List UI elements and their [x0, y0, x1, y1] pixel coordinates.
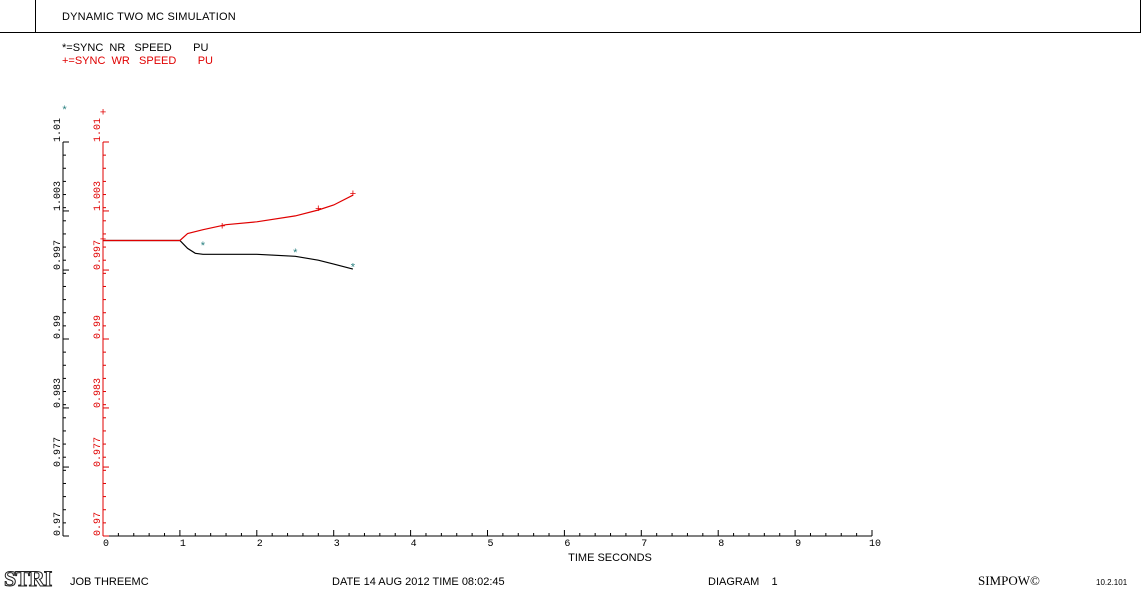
- x-axis-label: TIME SECONDS: [568, 552, 652, 564]
- series-marker-2: +: [350, 189, 357, 201]
- y-tick-label-left: 1.01: [53, 118, 64, 142]
- x-tick-label: 0: [103, 539, 109, 550]
- footer-date: DATE 14 AUG 2012 TIME 08:02:45: [332, 576, 505, 588]
- x-tick-label: 8: [718, 539, 724, 550]
- y-tick-label-right: 0.97: [93, 512, 104, 536]
- x-tick-label: 10: [869, 539, 881, 550]
- footer-product: SIMPOW©: [978, 573, 1040, 588]
- x-tick-label: 9: [795, 539, 801, 550]
- y-tick-label-left: 0.983: [53, 378, 64, 408]
- series-marker-2: +: [100, 107, 107, 119]
- y-tick-label-right: 0.977: [93, 437, 104, 467]
- chart-markers: * * * * + + + + +: [61, 105, 356, 275]
- footer-job: JOB THREEMC: [70, 576, 149, 588]
- x-tick-label: 6: [564, 539, 570, 550]
- y-tick-label-left: 0.977: [53, 437, 64, 467]
- x-tick-label: 7: [641, 539, 647, 550]
- x-tick-label: 4: [411, 539, 417, 550]
- y-tick-label-left: 0.97: [53, 512, 64, 536]
- y-tick-label-left: 0.997: [53, 240, 64, 270]
- y-tick-label-right: 0.99: [93, 315, 104, 339]
- y-tick-label-left: 1.003: [53, 181, 64, 211]
- stri-logo: STRI: [3, 566, 52, 592]
- series-marker-2: +: [315, 204, 322, 216]
- series-line-1: [103, 239, 354, 270]
- series-marker-1: *: [292, 248, 299, 260]
- footer-diagram: DIAGRAM 1: [708, 576, 778, 588]
- series-marker-1: *: [200, 241, 207, 253]
- chart-axes: 0 1 2 3 4 5 6 7 8 9 10 0.97 0.977 0.983 0.99 0.997 1.003…: [53, 118, 881, 550]
- x-tick-label: 1: [180, 539, 186, 550]
- series-marker-2: +: [219, 222, 226, 234]
- legend-series-1: *=SYNC NR SPEED PU: [62, 42, 209, 54]
- y-tick-label-right: 0.983: [93, 378, 104, 408]
- x-tick-label: 5: [487, 539, 493, 550]
- x-tick-label: 2: [257, 539, 263, 550]
- series-marker-2: +: [100, 235, 107, 247]
- plot-title: DYNAMIC TWO MC SIMULATION: [62, 11, 236, 23]
- series-marker-1: *: [350, 263, 357, 275]
- y-tick-label-right: 0.997: [93, 240, 104, 270]
- series-line-2: [103, 194, 354, 242]
- title-box: DYNAMIC TWO MC SIMULATION: [0, 0, 1141, 33]
- chart-lines: [103, 194, 354, 270]
- footer-version: 10.2.101: [1096, 578, 1128, 587]
- series-marker-1: *: [61, 105, 68, 117]
- y-tick-label-right: 1.003: [93, 181, 104, 211]
- legend-series-2: +=SYNC WR SPEED PU: [62, 55, 213, 67]
- x-tick-label: 3: [334, 539, 340, 550]
- y-tick-label-left: 0.99: [53, 315, 64, 339]
- y-tick-label-right: 1.01: [93, 118, 104, 142]
- title-box-divider: [35, 0, 36, 33]
